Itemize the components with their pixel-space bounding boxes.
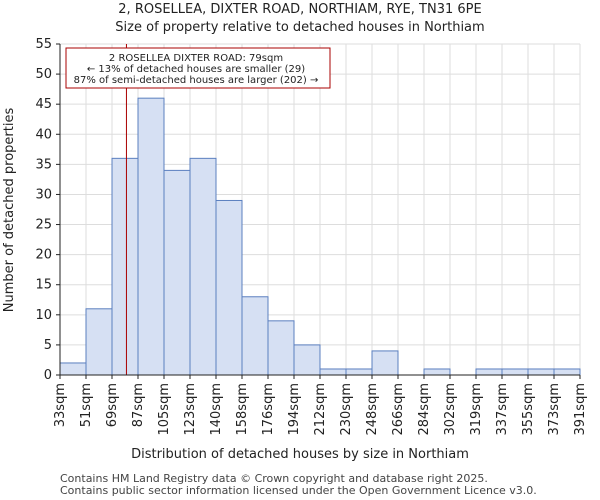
y-tick-label: 15 — [35, 278, 52, 293]
y-axis-title: Number of detached properties — [2, 108, 17, 313]
x-tick-label: 87sqm — [131, 383, 146, 427]
footer-line-1: Contains HM Land Registry data © Crown c… — [60, 472, 488, 485]
bar — [59, 362, 87, 376]
annotation-frame — [65, 47, 331, 89]
bar — [85, 308, 113, 376]
x-tick-label: 319sqm — [469, 383, 484, 436]
bar — [163, 169, 191, 376]
x-tick-label: 194sqm — [287, 383, 302, 436]
x-tick-label: 158sqm — [235, 383, 250, 436]
x-tick-label: 230sqm — [339, 383, 354, 436]
bar — [423, 368, 451, 376]
x-tick-label: 391sqm — [573, 383, 588, 436]
y-tick-label: 20 — [35, 248, 52, 263]
bar — [189, 157, 217, 376]
x-tick-labels: 33sqm 51sqm 69sqm 87sqm 105sqm 123sqm 140sqm 15… — [53, 375, 588, 436]
x-tick-label: 355sqm — [521, 383, 536, 436]
x-tick-label: 266sqm — [391, 383, 406, 436]
y-tick-label: 45 — [35, 97, 52, 112]
annotation-line-2: ← 13% of detached houses are smaller (29… — [87, 64, 305, 75]
y-tick-label: 0 — [44, 368, 52, 383]
bar — [345, 368, 373, 376]
bar — [241, 296, 269, 376]
x-tick-label: 51sqm — [79, 383, 94, 427]
bar — [293, 344, 321, 376]
annotation-line-1: 2 ROSELLEA DIXTER ROAD: 79sqm — [109, 53, 283, 64]
chart-title: 2, ROSELLEA, DIXTER ROAD, NORTHIAM, RYE,… — [118, 2, 481, 17]
bar — [553, 368, 581, 376]
y-tick-label: 55 — [35, 37, 52, 52]
x-tick-label: 212sqm — [313, 383, 328, 436]
y-tick-labels: 0 5 10 15 20 25 30 35 40 45 50 55 — [35, 37, 60, 383]
bar — [111, 157, 139, 376]
x-tick-label: 373sqm — [547, 383, 562, 436]
bar — [137, 97, 165, 376]
x-tick-label: 337sqm — [495, 383, 510, 436]
bar — [527, 368, 555, 376]
annotation-line-3: 87% of semi-detached houses are larger (… — [74, 75, 319, 86]
bar — [475, 368, 503, 376]
x-tick-label: 140sqm — [209, 383, 224, 436]
chart-subtitle: Size of property relative to detached ho… — [115, 20, 484, 35]
y-tick-label: 5 — [44, 338, 52, 353]
annotation-box: 2 ROSELLEA DIXTER ROAD: 79sqm ← 13% of d… — [65, 47, 331, 89]
bar — [371, 350, 399, 376]
footer-line-2: Contains public sector information licen… — [60, 484, 537, 497]
bars — [59, 97, 581, 376]
bar — [501, 368, 529, 376]
x-axis-title: Distribution of detached houses by size … — [131, 447, 469, 462]
bar — [215, 199, 243, 376]
x-tick-label: 302sqm — [443, 383, 458, 436]
y-tick-label: 30 — [35, 187, 52, 202]
bar — [319, 368, 347, 376]
x-tick-label: 284sqm — [417, 383, 432, 436]
x-tick-label: 105sqm — [157, 383, 172, 436]
x-tick-label: 176sqm — [261, 383, 276, 436]
y-tick-label: 10 — [35, 308, 52, 323]
x-tick-label: 33sqm — [53, 383, 68, 427]
x-tick-label: 123sqm — [183, 383, 198, 436]
y-tick-label: 25 — [35, 218, 52, 233]
bar — [267, 320, 295, 376]
y-tick-label: 40 — [35, 127, 52, 142]
x-tick-label: 69sqm — [105, 383, 120, 427]
y-tick-label: 50 — [35, 67, 52, 82]
x-tick-label: 248sqm — [365, 383, 380, 436]
y-tick-label: 35 — [35, 157, 52, 172]
